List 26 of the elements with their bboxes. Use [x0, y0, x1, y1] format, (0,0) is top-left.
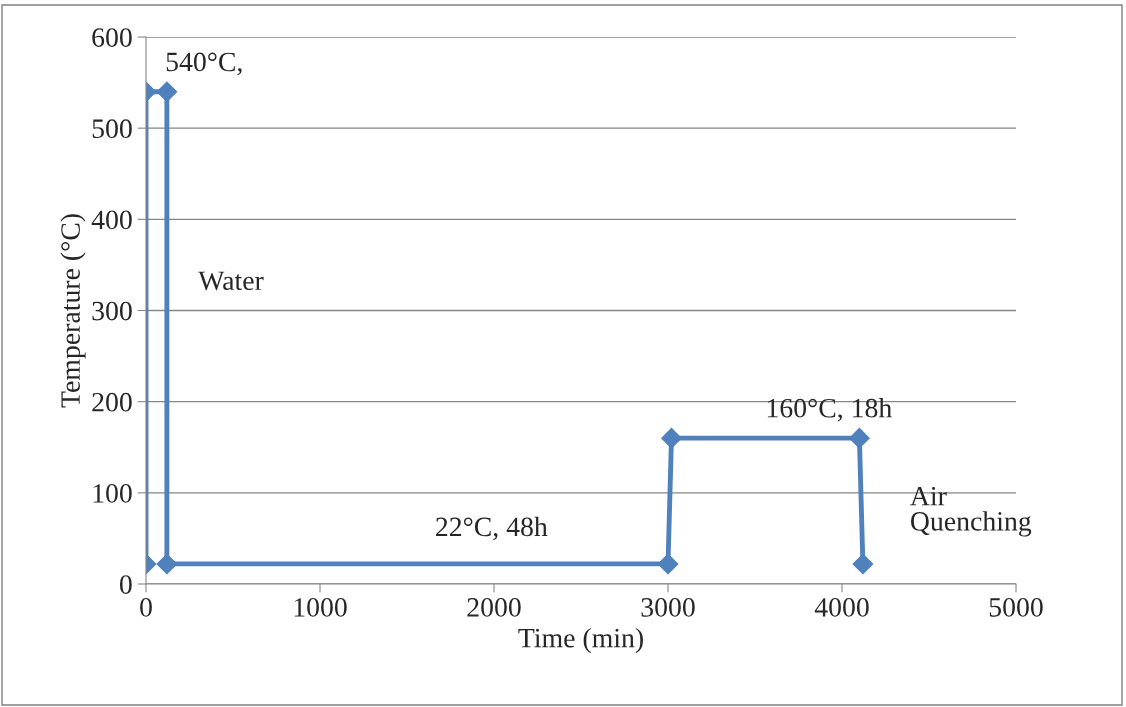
x-tick-label: 3000 — [641, 598, 695, 617]
annotation: 160°C, 18h — [767, 398, 892, 422]
y-axis-title: Temperature (°C) — [60, 214, 86, 408]
annotation: Water — [198, 271, 264, 291]
point — [156, 81, 178, 103]
x-tick-label: 4000 — [814, 598, 869, 617]
point — [156, 553, 178, 575]
y-tick-label: 400 — [91, 210, 132, 230]
x-axis-title: Time (min) — [518, 627, 643, 654]
point — [849, 427, 870, 449]
y-tick-label: 0 — [119, 575, 132, 594]
y-tick-label: 100 — [93, 484, 132, 503]
y-tick-label: 500 — [92, 119, 132, 139]
annotation: 540°C, — [166, 52, 242, 76]
y-tick-label: 600 — [92, 28, 132, 47]
y-tick-label: 200 — [92, 392, 132, 412]
x-tick-label: 5000 — [989, 598, 1043, 617]
annotation: 22°C, 48h — [436, 516, 548, 541]
x-tick-label: 0 — [140, 598, 152, 617]
y-tick-label: 300 — [92, 301, 132, 321]
annotation: Air Quenching — [910, 486, 1032, 537]
x-tick-label: 1000 — [294, 598, 347, 617]
x-tick-label: 2000 — [467, 598, 521, 617]
point — [661, 427, 682, 449]
point — [657, 553, 679, 575]
point — [852, 553, 874, 575]
